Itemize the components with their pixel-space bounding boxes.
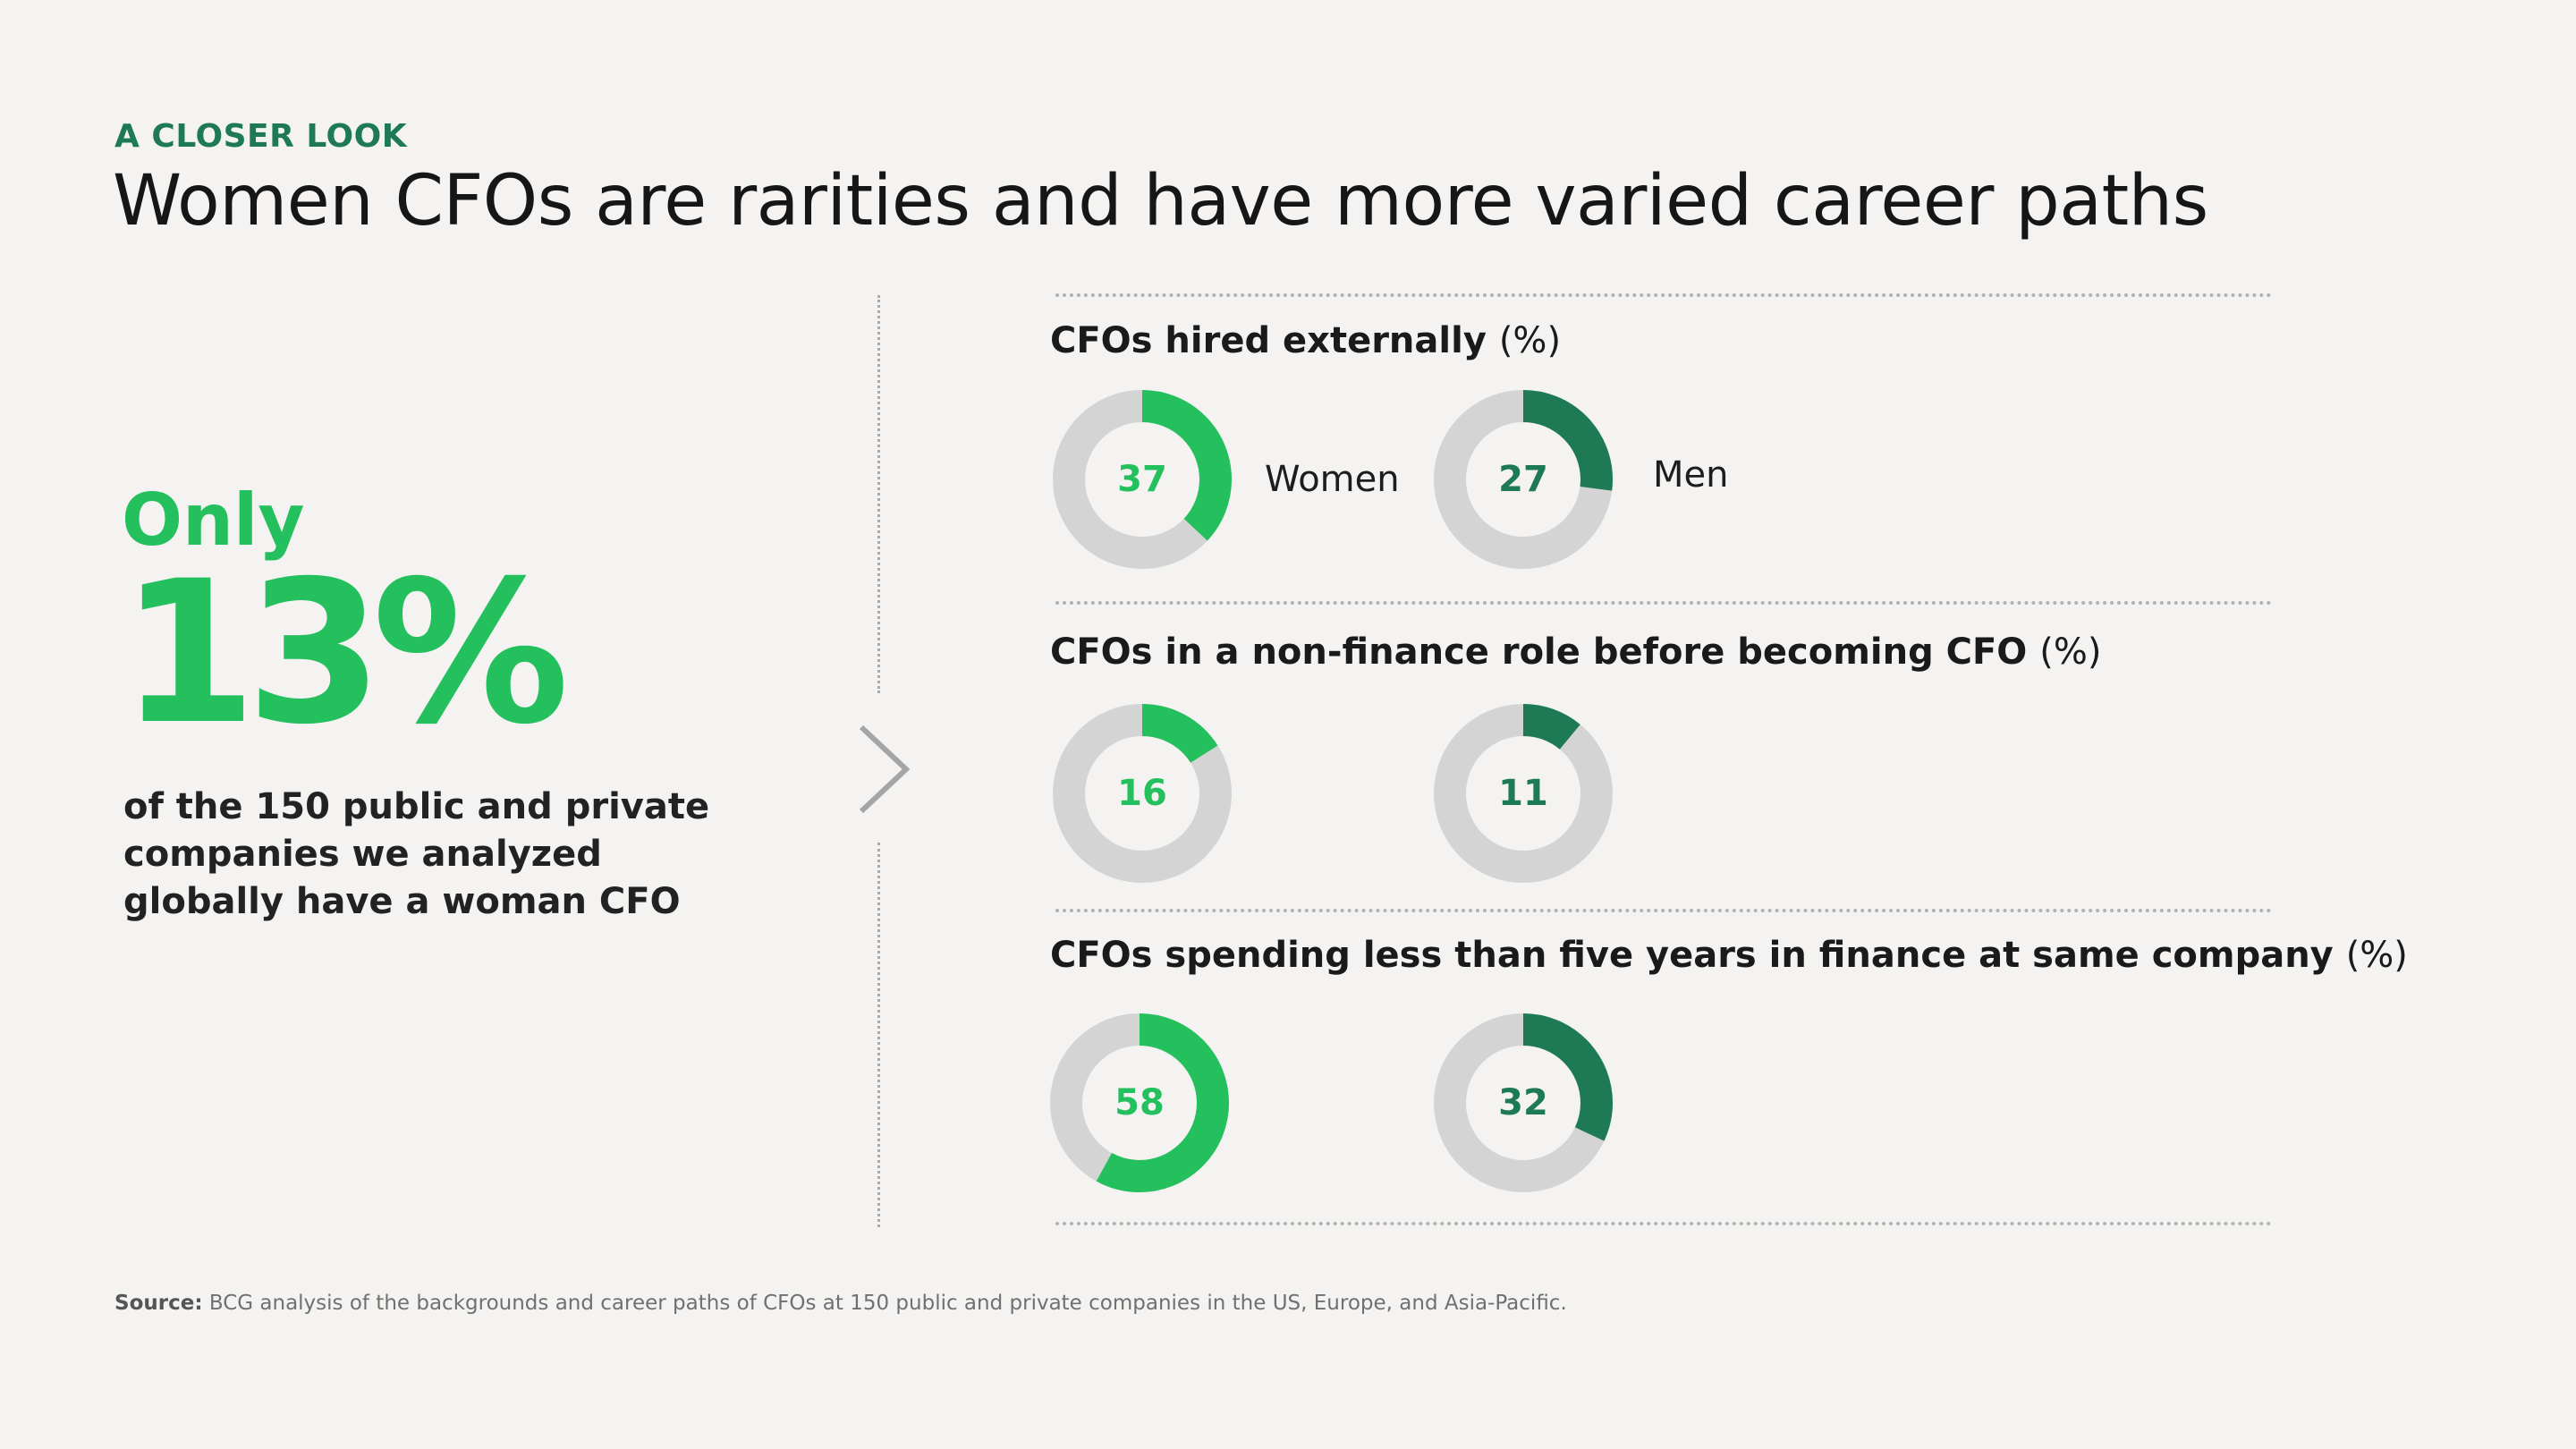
donut-chart: 58	[1050, 1013, 1229, 1192]
highlight-prefix: Only	[122, 479, 305, 562]
vertical-divider-top	[877, 295, 880, 693]
eyebrow: A CLOSER LOOK	[114, 118, 408, 155]
donut-svg	[1053, 704, 1232, 883]
donut-svg	[1053, 390, 1232, 569]
chevron-right-icon	[859, 724, 911, 814]
donut-segment	[1050, 1013, 1229, 1192]
vertical-divider-bottom	[877, 843, 880, 1227]
donut-chart: 32	[1434, 1013, 1613, 1192]
series-label: Men	[1653, 454, 1729, 496]
highlight-value: 13%	[120, 538, 570, 767]
donut-segment	[1434, 390, 1613, 569]
chart-title: CFOs spending less than five years in fi…	[1050, 935, 2408, 976]
donut-chart: 27	[1434, 390, 1613, 569]
donut-value-label: 11	[1498, 773, 1548, 814]
donut-chart: 11	[1434, 704, 1613, 883]
donut-svg	[1434, 1013, 1613, 1192]
donut-svg	[1050, 1013, 1229, 1192]
donut-value-label: 32	[1498, 1082, 1548, 1123]
page-title: Women CFOs are rarities and have more va…	[113, 161, 2208, 242]
section-divider	[1055, 601, 2272, 605]
highlight-caption: of the 150 public and private companies …	[123, 786, 710, 922]
source-note: Source: BCG analysis of the backgrounds …	[114, 1292, 1567, 1315]
donut-chart: 16	[1053, 704, 1232, 883]
donut-segment	[1053, 390, 1232, 569]
section-divider	[1055, 1222, 2272, 1225]
donut-value-label: 27	[1498, 459, 1548, 500]
donut-value-label: 37	[1117, 459, 1167, 500]
donut-value-label: 58	[1114, 1082, 1165, 1123]
chart-title: CFOs hired externally (%)	[1050, 320, 1562, 361]
donut-segment	[1053, 704, 1232, 883]
donut-chart: 37	[1053, 390, 1232, 569]
donut-svg	[1434, 704, 1613, 883]
chart-title: CFOs in a non-finance role before becomi…	[1050, 631, 2102, 673]
donut-segment	[1434, 1013, 1613, 1192]
donut-segment	[1434, 704, 1613, 883]
donut-value-label: 16	[1117, 773, 1167, 814]
section-divider	[1055, 909, 2272, 912]
donut-svg	[1434, 390, 1613, 569]
series-label: Women	[1265, 459, 1400, 500]
section-divider	[1055, 293, 2272, 297]
